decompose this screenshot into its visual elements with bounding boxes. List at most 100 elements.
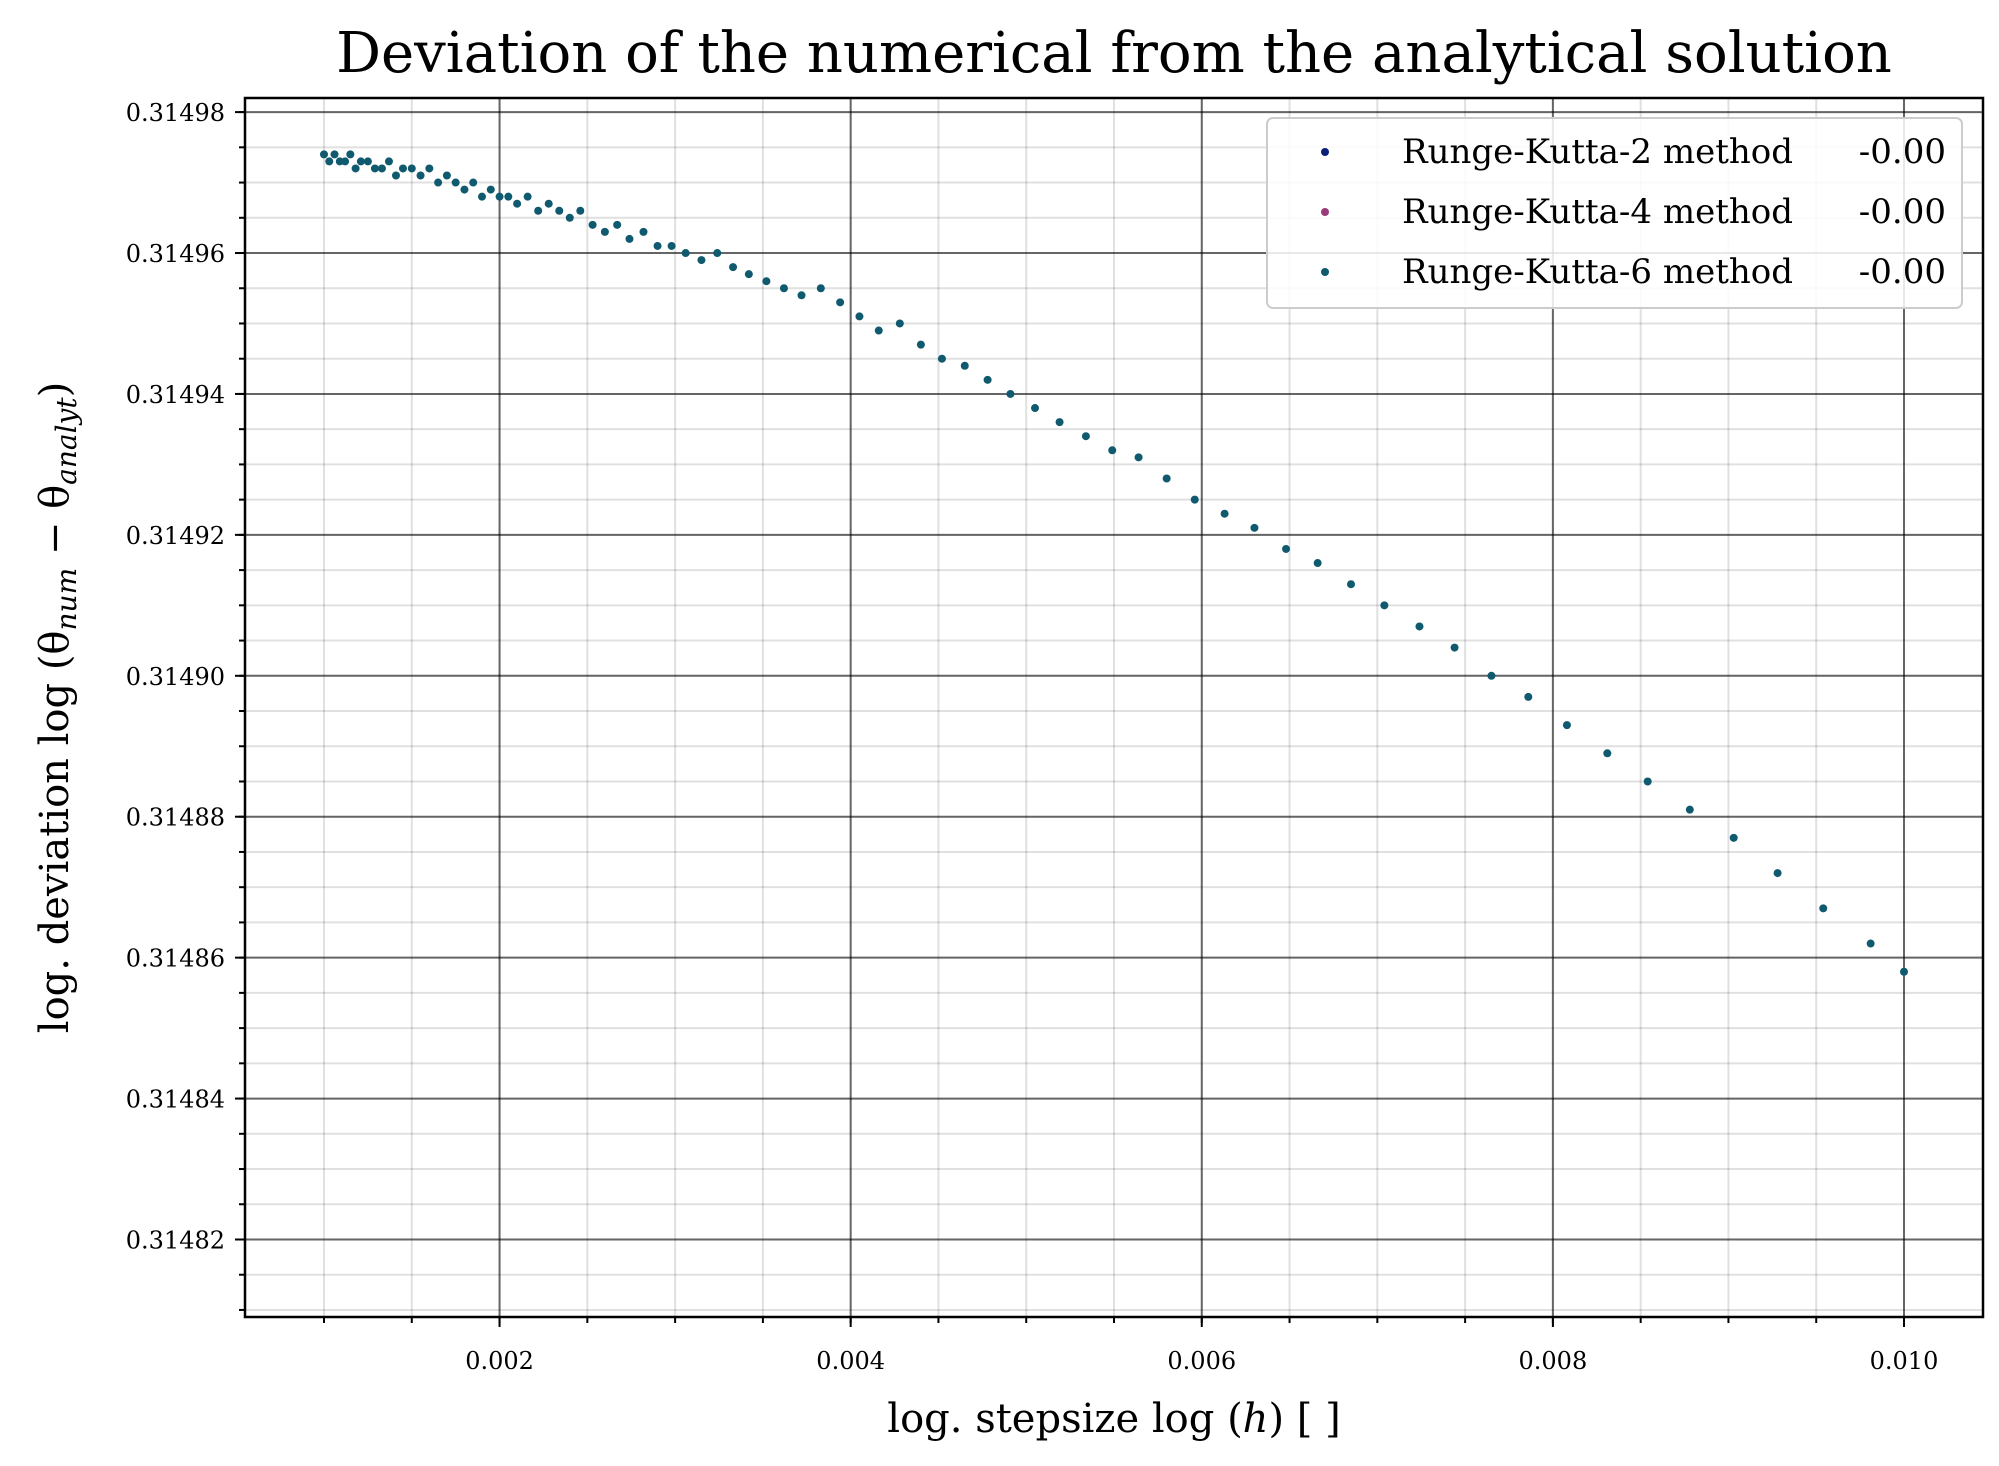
y-tick-label: 0.31492 — [126, 522, 225, 550]
data-point — [325, 157, 334, 166]
y-axis-label: log. deviation log (θnum − θanalyt) — [32, 382, 83, 1033]
x-tick-label: 0.008 — [1519, 1347, 1588, 1375]
legend: Runge-Kutta-2 method -0.00 Runge-Kutta-4 m… — [1266, 117, 1963, 309]
data-point — [1773, 869, 1782, 878]
x-axis-label: log. stepsize log (h) [ ] — [887, 1396, 1340, 1442]
legend-marker — [1321, 148, 1329, 156]
data-point — [356, 157, 365, 166]
data-point — [320, 150, 328, 159]
data-point — [478, 192, 486, 201]
data-point — [960, 361, 969, 370]
series-points — [320, 150, 1908, 976]
data-point — [639, 227, 648, 236]
y-tick-label: 0.31494 — [126, 381, 225, 409]
data-point — [407, 164, 416, 173]
data-point — [442, 171, 451, 180]
data-point — [495, 192, 504, 201]
data-point — [613, 220, 622, 229]
data-point — [451, 178, 460, 187]
data-point — [534, 206, 543, 215]
data-point — [983, 375, 992, 384]
data-point — [1819, 904, 1828, 913]
data-point — [504, 192, 513, 201]
data-point — [916, 340, 925, 349]
data-point — [391, 171, 400, 180]
legend-label: Runge-Kutta-6 method — [1402, 252, 1793, 292]
data-point — [377, 164, 386, 173]
data-point — [1603, 749, 1612, 758]
legend-marker — [1321, 268, 1329, 276]
data-point — [874, 326, 883, 335]
data-point — [1729, 833, 1738, 842]
y-tick-label: 0.31482 — [126, 1226, 225, 1254]
x-tick-label: 0.004 — [816, 1347, 885, 1375]
data-point — [1006, 389, 1015, 398]
data-point — [346, 150, 355, 159]
data-point — [836, 298, 845, 307]
data-point — [544, 199, 553, 208]
data-point — [363, 157, 372, 166]
data-point — [576, 206, 585, 215]
data-point — [351, 164, 360, 173]
data-point — [1081, 432, 1090, 441]
data-point — [600, 227, 609, 236]
data-point — [1347, 580, 1355, 589]
data-point — [816, 284, 825, 293]
y-tick-label: 0.31486 — [126, 945, 225, 973]
data-point — [729, 263, 738, 272]
legend-value: -0.00 — [1859, 132, 1946, 172]
data-point — [1415, 622, 1424, 631]
y-tick-label: 0.31484 — [126, 1086, 225, 1114]
data-point — [555, 206, 564, 215]
data-point — [486, 185, 495, 194]
data-point — [1250, 523, 1259, 532]
data-point — [384, 157, 393, 166]
x-tick-label: 0.002 — [465, 1347, 534, 1375]
data-point — [653, 241, 662, 250]
data-point — [399, 164, 407, 173]
data-points — [320, 150, 1908, 976]
data-point — [1162, 474, 1171, 483]
data-point — [1900, 967, 1908, 976]
data-point — [330, 150, 339, 159]
data-point — [1282, 544, 1291, 553]
x-tick-label: 0.006 — [1167, 1347, 1236, 1375]
data-point — [1055, 418, 1064, 427]
legend-value: -0.00 — [1859, 252, 1946, 292]
data-point — [1220, 509, 1229, 518]
data-point — [895, 319, 904, 328]
data-point — [697, 256, 706, 265]
data-point — [1866, 939, 1875, 948]
chart-title: Deviation of the numerical from the anal… — [336, 21, 1892, 86]
data-point — [416, 171, 425, 180]
data-point — [1380, 601, 1389, 610]
data-point — [713, 249, 722, 258]
data-point — [1685, 805, 1694, 814]
data-point — [370, 164, 379, 173]
legend-marker — [1321, 208, 1329, 216]
axis-ticks: 0.002 0.004 0.006 0.008 0.010 0.31482 0.31484 0… — [126, 99, 1939, 1375]
y-tick-label: 0.31490 — [126, 663, 225, 691]
data-point — [625, 234, 634, 243]
data-point — [1524, 692, 1533, 701]
data-point — [779, 284, 788, 293]
data-point — [681, 249, 690, 258]
x-tick-label: 0.010 — [1870, 1347, 1939, 1375]
legend-value: -0.00 — [1859, 192, 1946, 232]
data-point — [1562, 721, 1571, 730]
data-point — [425, 164, 434, 173]
data-point — [341, 157, 350, 166]
data-point — [523, 192, 532, 201]
data-point — [1108, 446, 1117, 455]
data-point — [460, 185, 469, 194]
data-point — [667, 241, 676, 250]
data-point — [1487, 671, 1496, 680]
data-point — [1031, 404, 1039, 413]
data-point — [1643, 777, 1652, 786]
data-point — [1450, 643, 1459, 652]
data-point — [762, 277, 771, 286]
data-point — [1190, 495, 1199, 504]
data-point — [1313, 559, 1322, 568]
data-point — [937, 354, 946, 363]
